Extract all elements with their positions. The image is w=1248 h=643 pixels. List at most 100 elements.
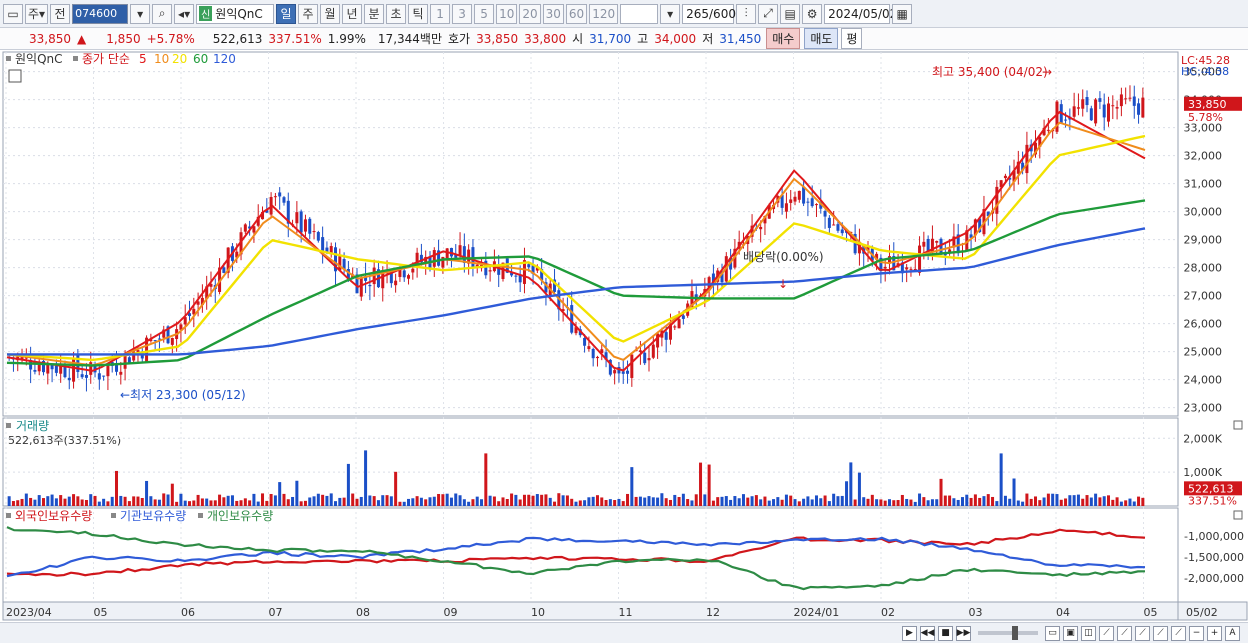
volume-bar [887, 499, 891, 506]
trend-icon-3[interactable]: ⟋ [1135, 625, 1150, 641]
num-button-30[interactable]: 30 [542, 3, 564, 24]
candle-body [638, 350, 642, 352]
bar-count-field[interactable]: 265/600 [682, 3, 736, 24]
num-button-10[interactable]: 10 [496, 3, 518, 24]
date-field[interactable]: 2024/05/02 [824, 3, 897, 24]
stock-code-input[interactable]: 074600 [72, 3, 129, 24]
period-select[interactable]: 주 ▾ [25, 3, 49, 24]
toolbar: ▭ 주 ▾ 전 074600 ▾ ⌕ ◂▾ 신 원익QnC 일 주 월 년 분 초… [0, 0, 1248, 28]
gear-icon[interactable]: ⚙ [802, 3, 823, 24]
layout-icon-3[interactable]: ◫ [1081, 625, 1096, 641]
trend-icon-5[interactable]: ⟋ [1171, 625, 1186, 641]
volume-bar [836, 496, 840, 506]
candle-body [1094, 99, 1098, 124]
candle-body [46, 363, 50, 374]
candle-body [952, 236, 956, 248]
volume-bar [866, 498, 870, 506]
volume-bar [89, 494, 93, 506]
up-arrow-icon: ▲ [77, 31, 87, 46]
volume-bar [183, 500, 187, 506]
interval-day[interactable]: 일 [276, 3, 297, 24]
draw-tool-icon[interactable]: ⤢ [758, 3, 779, 24]
candle-body [389, 271, 393, 284]
candle-body [836, 224, 840, 231]
calendar-icon[interactable]: ▦ [892, 3, 913, 24]
interval-month[interactable]: 월 [320, 3, 341, 24]
num-button-1[interactable]: 1 [430, 3, 451, 24]
minus-icon[interactable]: − [1189, 625, 1204, 641]
eval-button[interactable]: 평 [841, 28, 863, 49]
auto-scale-icon[interactable]: A [1225, 625, 1240, 641]
candle-body [188, 313, 192, 317]
trend-icon-2[interactable]: ⟋ [1117, 625, 1132, 641]
price-tick-label: 30,000 [1184, 206, 1223, 219]
volume-bar [677, 497, 681, 506]
plus-icon[interactable]: + [1207, 625, 1222, 641]
num-button-3[interactable]: 3 [452, 3, 473, 24]
stop-icon[interactable]: ■ [938, 625, 953, 641]
interval-minute[interactable]: 분 [364, 3, 385, 24]
volume-bar [303, 500, 307, 506]
prev-button[interactable]: 전 [50, 3, 71, 24]
stock-name-field[interactable]: 신 원익QnC [196, 3, 275, 24]
stock-chart[interactable]: 35,00034,00033,00032,00031,00030,00029,0… [0, 50, 1248, 622]
low-annotation: ←최저 23,300 (05/12) [120, 388, 246, 402]
candle-body [673, 326, 677, 328]
candle-body [149, 339, 153, 342]
trend-icon-1[interactable]: ⟋ [1099, 625, 1114, 641]
fast-forward-icon[interactable]: ▶▶ [956, 625, 971, 641]
volume-bar [415, 496, 419, 506]
interval-tick[interactable]: 틱 [408, 3, 429, 24]
save-icon[interactable]: ▤ [780, 3, 801, 24]
volume-bar [690, 500, 694, 506]
num-button-120[interactable]: 120 [589, 3, 619, 24]
volume-bar [875, 499, 879, 506]
code-dropdown-icon[interactable]: ▾ [130, 3, 151, 24]
buy-button[interactable]: 매수 [766, 28, 801, 49]
zoom-slider-handle[interactable] [1012, 626, 1018, 640]
rewind-icon[interactable]: ◀◀ [920, 625, 935, 641]
candle-body [50, 364, 54, 370]
candle-body [132, 351, 136, 361]
hoga-label: 호가 [448, 32, 471, 46]
volume-bar [419, 497, 423, 506]
zoom-slider[interactable] [978, 626, 1038, 640]
volume-bar [41, 498, 46, 506]
volume-bar [248, 500, 252, 506]
x-last-date: 05/02 [1186, 606, 1218, 619]
candle-body [458, 245, 462, 256]
volume-bar [789, 495, 793, 506]
candle-body [364, 276, 368, 281]
layout-icon-2[interactable]: ▣ [1063, 625, 1078, 641]
speaker-icon[interactable]: ◂▾ [174, 3, 195, 24]
volume-bar [291, 496, 295, 506]
sell-button[interactable]: 매도 [804, 28, 839, 49]
volume-bar [909, 499, 913, 506]
candle-type-icon[interactable]: ⫶ [736, 3, 757, 24]
candle-body [832, 224, 836, 226]
candle-body [196, 301, 200, 305]
interval-week[interactable]: 주 [298, 3, 319, 24]
price-tick-label: 24,000 [1184, 374, 1223, 387]
volume-bar [862, 497, 866, 506]
num-button-60[interactable]: 60 [565, 3, 588, 24]
blank-select[interactable] [620, 3, 659, 24]
num-button-20[interactable]: 20 [519, 3, 541, 24]
trend-icon-4[interactable]: ⟋ [1153, 625, 1168, 641]
dividend-annotation: 배당락(0.00%) [743, 250, 824, 264]
search-icon[interactable]: ⌕ [152, 3, 173, 24]
layout-icon-1[interactable]: ▭ [1045, 625, 1060, 641]
chart-window-icon[interactable]: ▭ [3, 3, 23, 24]
scroll-right-icon[interactable]: ▶ [902, 625, 917, 641]
interval-year[interactable]: 년 [342, 3, 363, 24]
volume-bar [351, 493, 355, 506]
candle-body [1124, 98, 1128, 100]
candle-body [810, 198, 814, 207]
candle-body [595, 356, 599, 359]
candle-body [883, 266, 887, 269]
num-button-5[interactable]: 5 [474, 3, 495, 24]
interval-second[interactable]: 초 [386, 3, 407, 24]
volume-bar [510, 493, 514, 506]
volume-bar [286, 499, 290, 506]
blank-dropdown-icon[interactable]: ▾ [660, 3, 681, 24]
